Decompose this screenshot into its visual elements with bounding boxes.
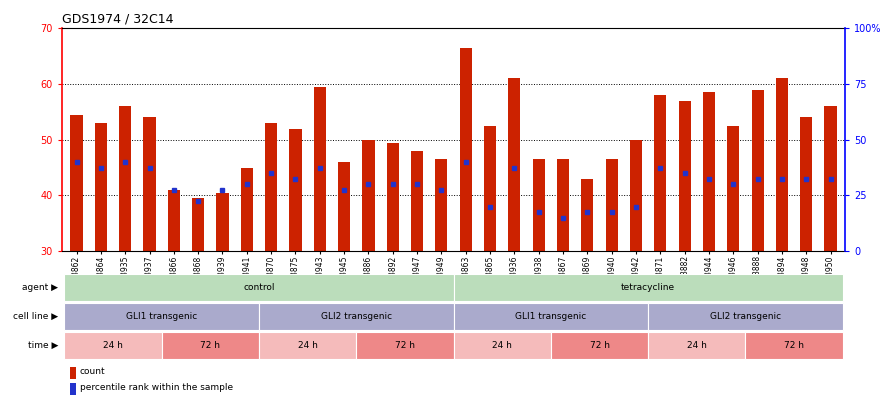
Text: count: count [80, 367, 105, 376]
Bar [508, 79, 520, 251]
Text: agent ▶: agent ▶ [22, 283, 58, 292]
Bar [65, 333, 162, 359]
Text: 72 h: 72 h [589, 341, 610, 350]
Text: 24 h: 24 h [687, 341, 707, 350]
Bar [119, 106, 131, 251]
Bar [745, 333, 843, 359]
Bar [162, 333, 259, 359]
Bar [550, 333, 648, 359]
Bar [648, 303, 843, 330]
Text: 24 h: 24 h [103, 341, 123, 350]
Bar [453, 303, 648, 330]
Text: control: control [243, 283, 274, 292]
Bar [265, 123, 277, 251]
Bar [362, 140, 374, 251]
Bar [70, 367, 76, 379]
Bar [71, 115, 82, 251]
Bar [800, 117, 812, 251]
Bar [65, 274, 453, 301]
Bar [453, 333, 550, 359]
Bar [259, 333, 357, 359]
Bar [727, 126, 739, 251]
Text: percentile rank within the sample: percentile rank within the sample [80, 384, 233, 392]
Text: 24 h: 24 h [492, 341, 512, 350]
Bar [313, 87, 326, 251]
Text: GLI1 transgenic: GLI1 transgenic [515, 312, 587, 321]
Bar [65, 303, 259, 330]
Bar [776, 79, 788, 251]
Bar [241, 168, 253, 251]
Bar [484, 126, 496, 251]
Bar [648, 333, 745, 359]
Bar [533, 159, 545, 251]
Bar [825, 106, 836, 251]
Bar [70, 383, 76, 395]
Bar [751, 90, 764, 251]
Text: GLI2 transgenic: GLI2 transgenic [710, 312, 781, 321]
Bar [192, 198, 204, 251]
Text: 24 h: 24 h [297, 341, 318, 350]
Text: tetracycline: tetracycline [621, 283, 675, 292]
Bar [338, 162, 350, 251]
Text: time ▶: time ▶ [27, 341, 58, 350]
Bar [459, 48, 472, 251]
Text: 72 h: 72 h [784, 341, 804, 350]
Bar [630, 140, 643, 251]
Bar [168, 190, 180, 251]
Bar [259, 303, 453, 330]
Bar [357, 333, 453, 359]
Text: cell line ▶: cell line ▶ [13, 312, 58, 321]
Bar [654, 95, 666, 251]
Bar [217, 193, 228, 251]
Bar [411, 151, 423, 251]
Bar [703, 92, 715, 251]
Bar [581, 179, 594, 251]
Text: 72 h: 72 h [395, 341, 415, 350]
Text: GLI1 transgenic: GLI1 transgenic [126, 312, 197, 321]
Text: GLI2 transgenic: GLI2 transgenic [320, 312, 392, 321]
Text: GDS1974 / 32C14: GDS1974 / 32C14 [62, 13, 173, 26]
Bar [289, 128, 302, 251]
Bar [95, 123, 107, 251]
Text: 72 h: 72 h [200, 341, 220, 350]
Bar [557, 159, 569, 251]
Bar [143, 117, 156, 251]
Bar [453, 274, 843, 301]
Bar [679, 101, 690, 251]
Bar [435, 159, 448, 251]
Bar [605, 159, 618, 251]
Bar [387, 143, 399, 251]
